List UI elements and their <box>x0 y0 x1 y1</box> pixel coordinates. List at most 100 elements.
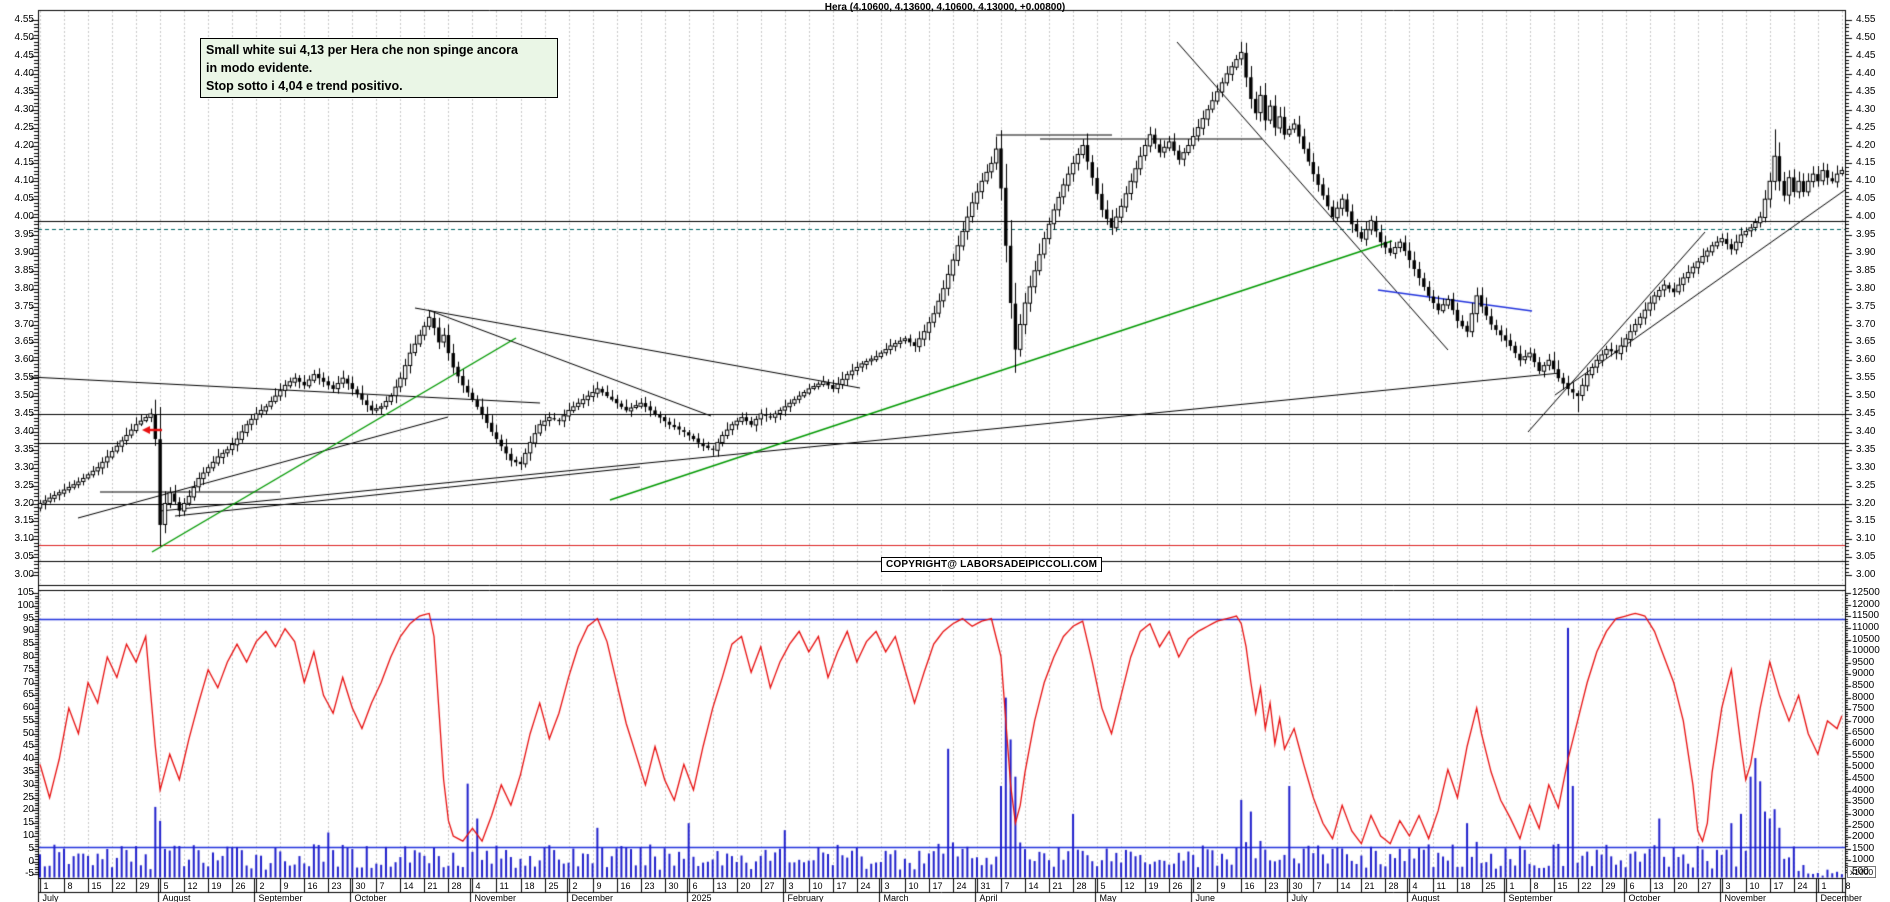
oscillator-tick-label: 45 <box>22 740 34 752</box>
day-tick-label: 3 <box>1725 881 1731 891</box>
day-tick-label: 18 <box>1460 881 1471 891</box>
volume-tick-label: 6500 <box>1852 726 1875 738</box>
day-tick-label: 20 <box>740 881 751 891</box>
price-tick-label: 3.10 <box>1856 533 1876 545</box>
day-tick-label: 7 <box>1004 881 1010 891</box>
day-tick-label: 12 <box>1124 881 1135 891</box>
volume-tick-label: 3000 <box>1852 807 1875 819</box>
day-tick-label: 7 <box>1316 881 1322 891</box>
price-tick-label: 3.95 <box>14 229 34 240</box>
month-label: December <box>1820 893 1863 902</box>
day-tick-label: 13 <box>716 881 727 891</box>
volume-tick-label: 2000 <box>1852 831 1875 843</box>
month-label: September <box>1508 893 1553 902</box>
day-tick-label: 10 <box>812 881 823 891</box>
price-tick-label: 4.30 <box>1856 103 1876 115</box>
volume-tick-label: 10000 <box>1852 645 1880 657</box>
price-tick-label: 3.40 <box>1856 425 1876 437</box>
volume-tick-label: 7000 <box>1852 714 1875 726</box>
price-tick-label: 3.25 <box>1856 479 1876 491</box>
price-tick-label: 3.70 <box>14 318 34 330</box>
volume-tick-label: 2500 <box>1852 819 1875 831</box>
chart-title: Hera (4.10600, 4.13600, 4.10600, 4.13000… <box>824 2 1066 13</box>
price-tick-label: 3.55 <box>1856 372 1876 384</box>
price-tick-label: 3.05 <box>14 551 34 563</box>
price-tick-label: 4.15 <box>1856 157 1876 169</box>
day-tick-label: 15 <box>91 881 102 891</box>
day-tick-label: 22 <box>1581 881 1592 891</box>
oscillator-tick-label: 10 <box>22 830 34 841</box>
day-tick-label: 30 <box>668 881 679 891</box>
volume-tick-label: 5000 <box>1852 761 1875 773</box>
volume-tick-label: 9500 <box>1852 656 1875 668</box>
oscillator-tick-label: 30 <box>22 778 34 790</box>
oscillator-tick-label: 40 <box>22 753 34 765</box>
day-tick-label: 9 <box>283 881 289 891</box>
volume-tick-label: 12000 <box>1852 598 1880 610</box>
volume-tick-label: 500 <box>1852 866 1869 877</box>
day-tick-label: 23 <box>331 881 342 891</box>
day-tick-label: 6 <box>692 881 698 891</box>
price-tick-label: 4.25 <box>1856 121 1876 133</box>
price-tick-label: 3.30 <box>1856 461 1876 473</box>
price-tick-label: 3.65 <box>14 336 34 348</box>
day-tick-label: 14 <box>1028 881 1039 891</box>
day-tick-label: 19 <box>1148 881 1159 891</box>
day-tick-label: 18 <box>524 881 535 891</box>
day-tick-label: 21 <box>1052 881 1063 891</box>
price-tick-label: 4.15 <box>14 157 34 169</box>
price-tick-label: 3.15 <box>14 515 34 527</box>
price-tick-label: 3.35 <box>1856 443 1876 455</box>
day-tick-label: 21 <box>427 881 438 891</box>
price-tick-label: 4.20 <box>14 139 34 151</box>
oscillator-tick-label: 100 <box>17 599 34 611</box>
oscillator-tick-label: 65 <box>22 689 34 701</box>
copyright-badge: COPYRIGHT@ LABORSADEIPICCOLI.COM <box>881 557 1103 572</box>
oscillator-tick-label: 80 <box>22 650 34 662</box>
day-tick-label: 6 <box>1629 881 1635 891</box>
day-tick-label: 10 <box>908 881 919 891</box>
day-tick-label: 5 <box>1100 881 1106 891</box>
day-tick-label: 27 <box>764 881 775 891</box>
price-tick-label: 3.45 <box>1856 408 1876 419</box>
day-tick-label: 2 <box>1196 881 1202 891</box>
price-tick-label: 3.10 <box>14 533 34 545</box>
oscillator-tick-label: 35 <box>22 766 34 778</box>
price-tick-label: 3.40 <box>14 425 34 437</box>
volume-tick-label: 8500 <box>1852 680 1875 691</box>
day-tick-label: 24 <box>1797 881 1808 891</box>
price-tick-label: 4.35 <box>1856 85 1876 97</box>
day-tick-label: 25 <box>548 881 559 891</box>
annotation-box: Small white sui 4,13 per Hera che non sp… <box>200 38 558 98</box>
volume-tick-label: 4000 <box>1852 784 1875 796</box>
month-label: May <box>1099 893 1117 902</box>
day-tick-label: 5 <box>163 881 169 891</box>
day-tick-label: 8 <box>1845 881 1851 891</box>
month-label: 2025 <box>691 893 712 902</box>
oscillator-tick-label: 20 <box>22 804 34 816</box>
volume-tick-label: 4500 <box>1852 773 1875 784</box>
oscillator-tick-label: 85 <box>22 638 34 650</box>
day-tick-label: 16 <box>307 881 318 891</box>
annotation-line-1: Small white sui 4,13 per Hera che non sp… <box>206 43 518 57</box>
day-tick-label: 15 <box>1557 881 1568 891</box>
day-tick-label: 9 <box>1220 881 1226 891</box>
day-tick-label: 24 <box>860 881 871 891</box>
day-tick-label: 29 <box>1605 881 1616 891</box>
price-tick-label: 3.80 <box>1856 282 1876 294</box>
month-label: August <box>1411 893 1440 902</box>
day-tick-label: 1 <box>1821 881 1827 891</box>
day-tick-label: 26 <box>1172 881 1183 891</box>
volume-tick-label: 11000 <box>1852 621 1880 633</box>
price-tick-label: 3.00 <box>14 569 34 581</box>
day-tick-label: 11 <box>499 881 509 891</box>
month-label: August <box>162 893 191 902</box>
price-tick-label: 4.50 <box>1856 32 1876 44</box>
month-label: November <box>1724 893 1767 902</box>
month-label: April <box>979 893 998 902</box>
oscillator-tick-label: 55 <box>22 714 34 726</box>
oscillator-tick-label: 0 <box>28 855 34 867</box>
price-tick-label: 4.25 <box>14 121 34 133</box>
month-label: February <box>787 893 824 902</box>
day-tick-label: 27 <box>1701 881 1712 891</box>
